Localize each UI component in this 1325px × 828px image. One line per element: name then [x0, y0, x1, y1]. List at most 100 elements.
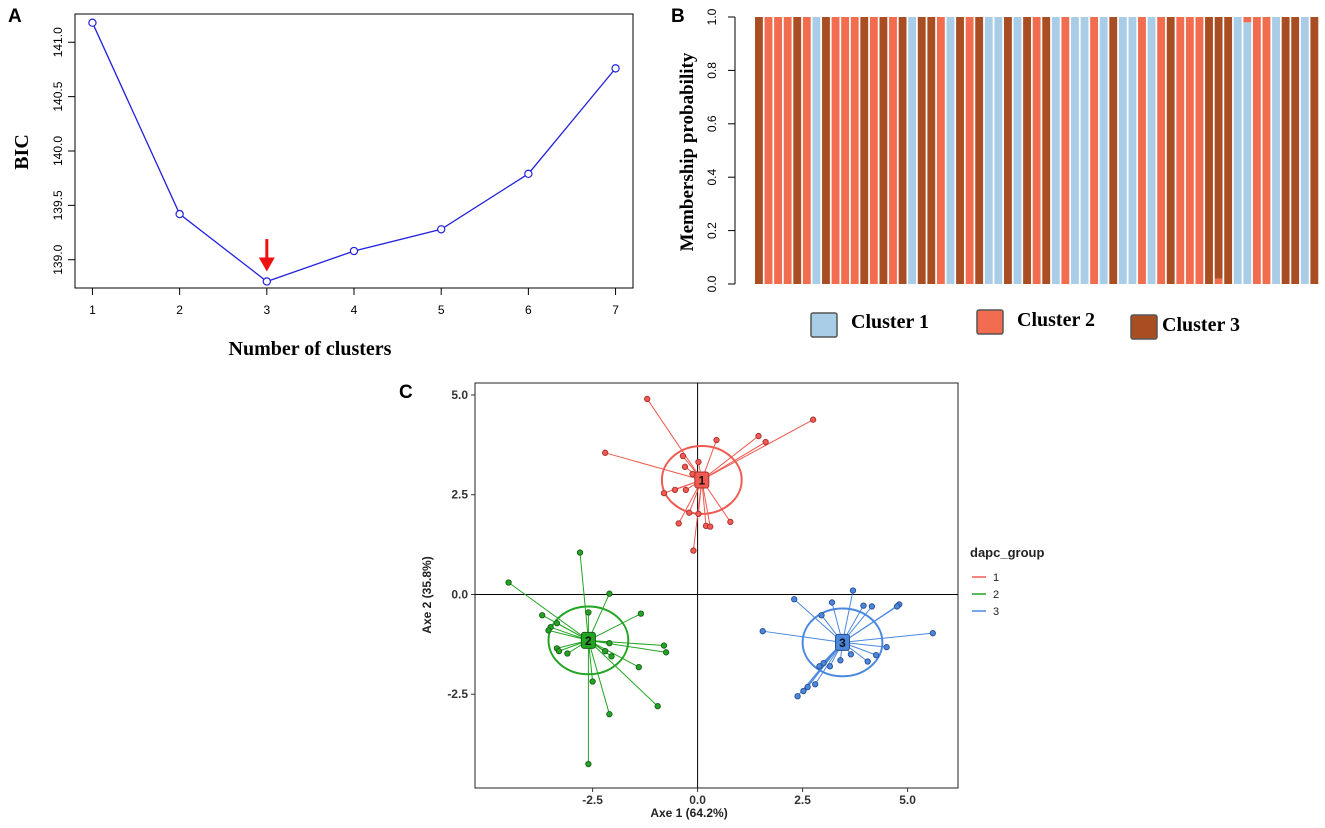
dapc-point: [809, 416, 817, 423]
dapc-point: [800, 687, 807, 695]
bic-y-tick-label: 139.0: [51, 244, 65, 274]
dapc-x-tick-label: 5.0: [899, 793, 916, 807]
dapc-point: [602, 449, 609, 456]
membership-bar-segment: [1118, 17, 1127, 284]
bic-x-tick-label: 6: [525, 303, 532, 317]
dapc-y-tick-label: 0.0: [451, 587, 468, 601]
membership-bar-segment: [1128, 17, 1137, 284]
membership-bar-segment: [869, 17, 878, 284]
membership-bar-segment: [764, 17, 773, 284]
dapc-y-tick-label: 5.0: [451, 388, 468, 402]
bic-point: [436, 225, 446, 234]
dapc-legend-title: dapc_group: [970, 545, 1044, 560]
membership-bar-segment: [1032, 17, 1041, 284]
dapc-point: [860, 602, 867, 609]
dapc-point: [818, 612, 825, 619]
dapc-spoke-line: [701, 435, 759, 481]
bic-x-tick-label: 7: [612, 303, 619, 317]
dapc-point: [847, 651, 855, 658]
dapc-point: [681, 463, 689, 470]
membership-y-tick-label: 0.2: [705, 222, 719, 239]
dapc-point: [675, 520, 682, 527]
dapc-plot-frame: [474, 382, 959, 789]
dapc-point: [660, 489, 668, 497]
membership-bar-segment: [1243, 17, 1252, 23]
membership-bar-segment: [984, 17, 993, 284]
dapc-spoke-line: [605, 452, 702, 481]
dapc-point: [837, 657, 844, 664]
membership-bar-segment: [1233, 17, 1242, 284]
dapc-point: [791, 596, 798, 603]
membership-y-tick-label: 0.0: [705, 275, 719, 292]
bic-point: [88, 18, 97, 27]
membership-bar-segment: [841, 17, 850, 284]
membership-bar-segment: [1051, 17, 1060, 284]
bic-point: [524, 169, 533, 179]
dapc-point: [539, 612, 546, 619]
dapc-centroid-label: 3: [839, 636, 846, 650]
dapc-point: [864, 658, 871, 665]
dapc-point: [762, 438, 769, 446]
membership-bar-segment: [1310, 17, 1319, 284]
membership-bar-segment: [879, 17, 888, 284]
dapc-point: [816, 663, 823, 670]
dapc-point: [929, 630, 936, 637]
dapc-point: [589, 678, 596, 685]
dapc-point: [872, 651, 880, 659]
membership-bar-segment: [1166, 17, 1175, 284]
dapc-spoke-line: [842, 632, 933, 643]
bic-point: [349, 246, 359, 256]
dapc-point: [804, 683, 811, 691]
membership-legend-label: Cluster 1: [851, 311, 929, 333]
membership-legend-swatch: [976, 309, 1004, 335]
dapc-y-axis-label: Axe 2 (35.8%): [420, 556, 434, 633]
membership-bar-segment: [1205, 17, 1213, 284]
dapc-point: [812, 681, 819, 688]
dapc-point: [695, 458, 702, 466]
bic-point: [611, 64, 620, 73]
membership-bar-segment: [1300, 17, 1309, 284]
dapc-x-tick-label: -2.5: [582, 793, 603, 807]
membership-bar-segment: [956, 17, 964, 284]
membership-bar-segment: [1214, 17, 1223, 279]
dapc-point: [727, 518, 734, 526]
dapc-spoke-line: [588, 613, 642, 641]
bic-x-tick-label: 2: [176, 303, 183, 317]
bic-y-tick-label: 141.0: [51, 27, 65, 57]
membership-legend-swatch: [810, 312, 838, 338]
membership-bar-segment: [917, 17, 926, 284]
dapc-point: [868, 603, 876, 610]
membership-bar-segment: [889, 17, 897, 284]
dapc-point: [608, 653, 615, 660]
dapc-point: [849, 587, 857, 594]
membership-bar-segment: [1243, 22, 1252, 285]
membership-bar-segment: [1157, 17, 1166, 284]
membership-y-tick-label: 0.4: [705, 169, 719, 186]
membership-legend-swatch: [1130, 314, 1158, 340]
dapc-point: [576, 549, 584, 556]
membership-y-tick-label: 1.0: [705, 8, 719, 25]
dapc-point: [893, 603, 901, 610]
dapc-x-axis-label: Axe 1 (64.2%): [650, 806, 727, 820]
dapc-centroid-label: 1: [698, 473, 705, 487]
membership-bar-segment: [1042, 17, 1051, 284]
membership-bar-segment: [1003, 17, 1012, 284]
membership-bar-segment: [1214, 278, 1223, 284]
dapc-point: [644, 395, 651, 403]
dapc-centroid-label-box: [835, 633, 850, 651]
dapc-spoke-line: [842, 606, 898, 643]
bic-y-axis-label: BIC: [11, 134, 33, 170]
membership-bar-segment: [1281, 17, 1290, 284]
bic-x-tick-label: 3: [263, 303, 270, 317]
membership-y-axis-label: Membership probability: [677, 52, 698, 251]
membership-bar-segment: [1195, 17, 1204, 284]
membership-bar-segment: [1080, 17, 1089, 284]
membership-bar-segment: [1090, 17, 1099, 284]
membership-y-tick-label: 0.8: [705, 62, 719, 79]
dapc-legend-label: 1: [993, 572, 999, 584]
dapc-point: [505, 579, 512, 586]
dapc-point: [606, 711, 613, 718]
membership-bar-segment: [1224, 17, 1233, 284]
dapc-legend-label: 2: [993, 589, 999, 601]
dapc-spoke-line: [842, 590, 854, 643]
